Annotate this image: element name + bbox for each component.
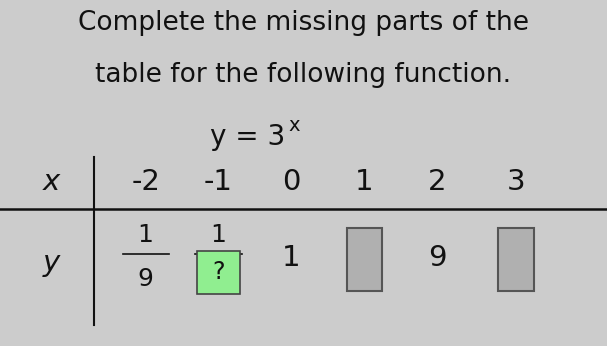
Text: table for the following function.: table for the following function. [95, 62, 512, 88]
Text: y = 3: y = 3 [210, 123, 285, 151]
Text: -2: -2 [131, 168, 160, 195]
Text: 3: 3 [507, 168, 525, 195]
Text: Complete the missing parts of the: Complete the missing parts of the [78, 10, 529, 36]
Text: 1: 1 [211, 223, 226, 247]
Text: 1: 1 [282, 244, 300, 272]
Text: 1: 1 [138, 223, 154, 247]
FancyBboxPatch shape [498, 228, 534, 291]
Text: y: y [43, 249, 60, 277]
Text: x: x [43, 168, 60, 195]
Text: ?: ? [212, 260, 225, 284]
FancyBboxPatch shape [197, 251, 240, 294]
Text: x: x [288, 116, 300, 135]
Text: 9: 9 [428, 244, 446, 272]
FancyBboxPatch shape [347, 228, 382, 291]
Text: 0: 0 [282, 168, 300, 195]
Text: -1: -1 [204, 168, 233, 195]
Text: 1: 1 [355, 168, 373, 195]
Text: 2: 2 [428, 168, 446, 195]
Text: 9: 9 [138, 266, 154, 291]
